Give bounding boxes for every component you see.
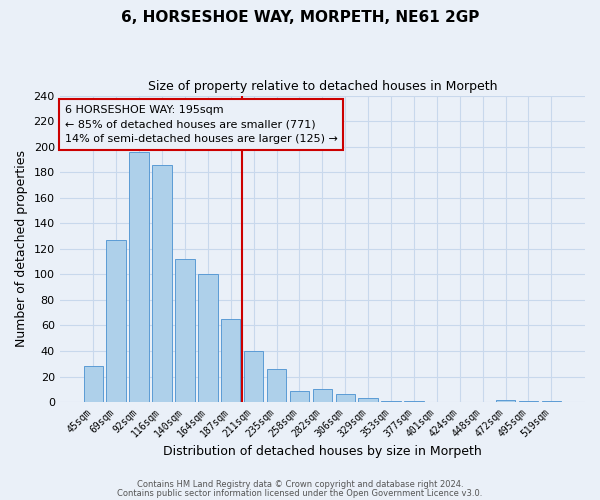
Bar [83, 366, 103, 402]
Bar [542, 401, 561, 402]
Text: Contains public sector information licensed under the Open Government Licence v3: Contains public sector information licen… [118, 489, 482, 498]
Text: 6, HORSESHOE WAY, MORPETH, NE61 2GP: 6, HORSESHOE WAY, MORPETH, NE61 2GP [121, 10, 479, 25]
Bar [519, 401, 538, 402]
Bar [496, 400, 515, 402]
Bar [175, 259, 194, 402]
Bar [221, 319, 241, 402]
Bar [313, 390, 332, 402]
Bar [106, 240, 126, 402]
X-axis label: Distribution of detached houses by size in Morpeth: Distribution of detached houses by size … [163, 444, 482, 458]
Bar [404, 401, 424, 402]
Bar [198, 274, 218, 402]
Bar [335, 394, 355, 402]
Bar [382, 401, 401, 402]
Title: Size of property relative to detached houses in Morpeth: Size of property relative to detached ho… [148, 80, 497, 93]
Bar [130, 152, 149, 402]
Bar [290, 390, 309, 402]
Bar [267, 369, 286, 402]
Text: Contains HM Land Registry data © Crown copyright and database right 2024.: Contains HM Land Registry data © Crown c… [137, 480, 463, 489]
Bar [152, 164, 172, 402]
Y-axis label: Number of detached properties: Number of detached properties [15, 150, 28, 348]
Bar [244, 351, 263, 402]
Text: 6 HORSESHOE WAY: 195sqm
← 85% of detached houses are smaller (771)
14% of semi-d: 6 HORSESHOE WAY: 195sqm ← 85% of detache… [65, 105, 338, 144]
Bar [358, 398, 378, 402]
